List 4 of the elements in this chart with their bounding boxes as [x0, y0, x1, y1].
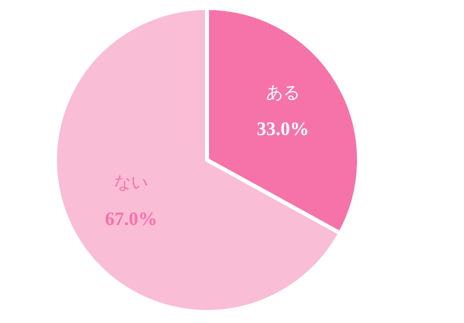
slice-label: ある — [266, 83, 300, 104]
data-label: 33.0% — [256, 119, 310, 140]
data-label: 67.0% — [104, 208, 158, 230]
slice-label: ない — [114, 172, 148, 193]
